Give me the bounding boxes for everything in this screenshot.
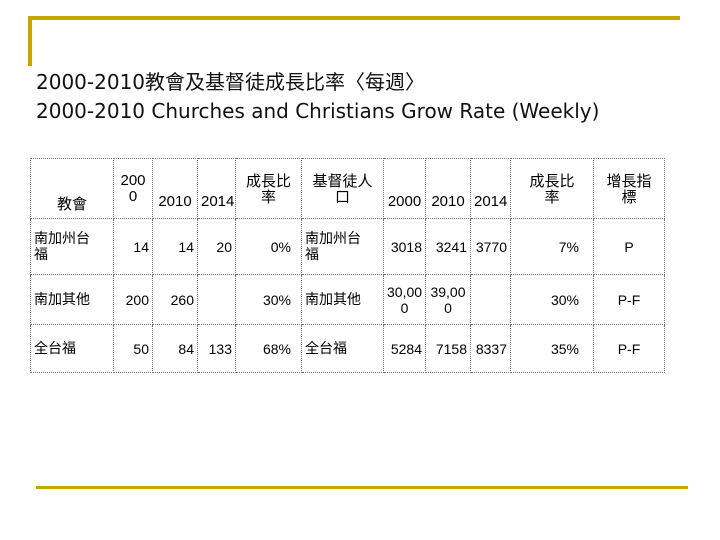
- title-chinese: 2000-2010教會及基督徒成長比率〈每週〉: [36, 70, 426, 94]
- header-c-year-2014: 2014: [470, 158, 511, 219]
- header-christians: 基督徒人 口: [301, 158, 384, 219]
- header-year-2010: 2010: [152, 158, 198, 219]
- cell-group: 南加其他: [301, 274, 384, 325]
- title-english: 2000-2010 Churches and Christians Grow R…: [36, 99, 600, 123]
- cell-c2010: 3241: [425, 218, 471, 275]
- cell-2010: 14: [152, 218, 198, 275]
- cell-2000: 200: [113, 274, 153, 325]
- cell-growth: 0%: [235, 218, 302, 275]
- table-row: 南加其他 200 260 30% 南加其他 30,00 0 39,00 0 30…: [30, 274, 665, 325]
- cell-c2000: 5284: [383, 324, 426, 373]
- cell-c-growth: 7%: [510, 218, 594, 275]
- cell-2000: 14: [113, 218, 153, 275]
- cell-c2014: [470, 274, 511, 325]
- cell-index: P-F: [593, 274, 665, 325]
- bottom-accent-bar: [36, 486, 688, 489]
- cell-2010: 260: [152, 274, 198, 325]
- cell-c2010: 39,00 0: [425, 274, 471, 325]
- cell-church: 南加其他: [30, 274, 114, 325]
- cell-group: 南加州台 福: [301, 218, 384, 275]
- header-index: 增長指 標: [593, 158, 665, 219]
- cell-2014: 20: [197, 218, 236, 275]
- cell-growth: 68%: [235, 324, 302, 373]
- table-row: 全台福 50 84 133 68% 全台福 5284 7158 8337 35%…: [30, 324, 665, 373]
- growth-table: 教會 200 0 2010 2014 成長比 率 基督徒人 口 2000 201…: [30, 158, 665, 373]
- table-header-row: 教會 200 0 2010 2014 成長比 率 基督徒人 口 2000 201…: [30, 158, 665, 219]
- cell-church: 全台福: [30, 324, 114, 373]
- cell-index: P-F: [593, 324, 665, 373]
- header-christian-growth: 成長比 率: [510, 158, 594, 219]
- header-c-year-2000: 2000: [383, 158, 426, 219]
- cell-index: P: [593, 218, 665, 275]
- cell-c-growth: 35%: [510, 324, 594, 373]
- cell-2010: 84: [152, 324, 198, 373]
- cell-c2000: 30,00 0: [383, 274, 426, 325]
- header-church-growth: 成長比 率: [235, 158, 302, 219]
- table-row: 南加州台 福 14 14 20 0% 南加州台 福 3018 3241 3770…: [30, 218, 665, 275]
- header-year-2014: 2014: [197, 158, 236, 219]
- cell-2000: 50: [113, 324, 153, 373]
- header-church: 教會: [30, 158, 114, 219]
- cell-2014: 133: [197, 324, 236, 373]
- header-c-year-2010: 2010: [425, 158, 471, 219]
- cell-church: 南加州台 福: [30, 218, 114, 275]
- cell-c2010: 7158: [425, 324, 471, 373]
- cell-group: 全台福: [301, 324, 384, 373]
- cell-c2014: 8337: [470, 324, 511, 373]
- cell-growth: 30%: [235, 274, 302, 325]
- cell-c-growth: 30%: [510, 274, 594, 325]
- cell-c2014: 3770: [470, 218, 511, 275]
- top-accent-bar: [28, 16, 680, 20]
- cell-c2000: 3018: [383, 218, 426, 275]
- cell-2014: [197, 274, 236, 325]
- header-year-2000: 200 0: [113, 158, 153, 219]
- slide-title: 2000-2010教會及基督徒成長比率〈每週〉 2000-2010 Church…: [36, 68, 696, 126]
- left-accent-bar: [28, 16, 32, 66]
